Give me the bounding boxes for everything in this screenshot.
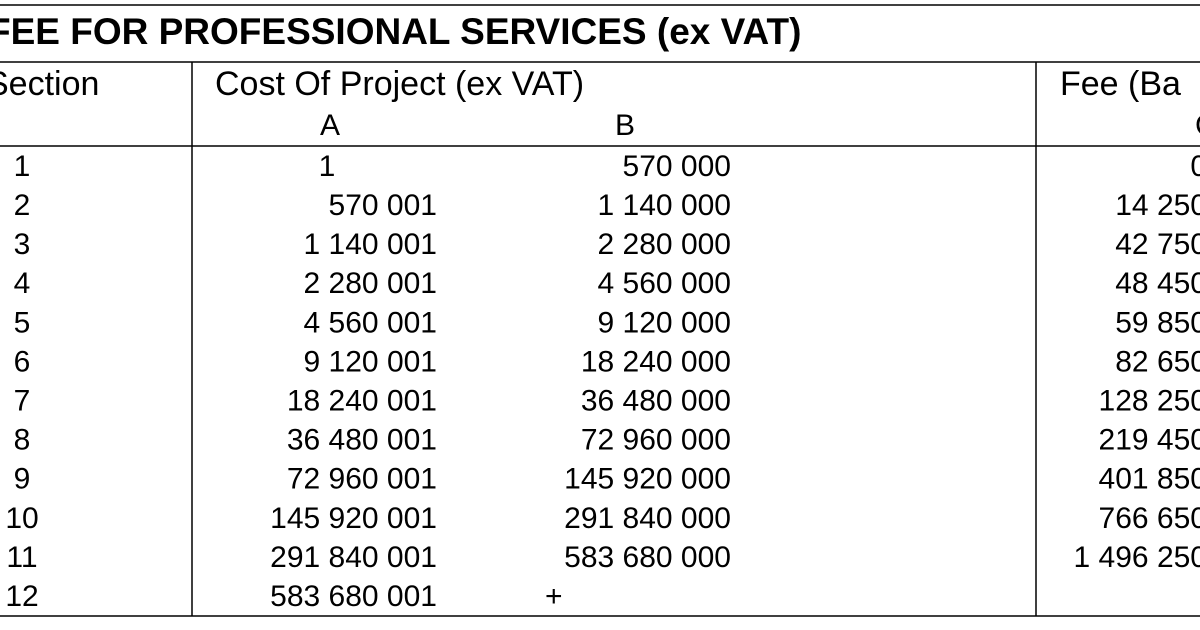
cell: 72 960 000 bbox=[581, 424, 731, 457]
cell: 1 bbox=[14, 150, 31, 183]
cell: 18 240 001 bbox=[287, 385, 437, 418]
cell: 2 280 001 bbox=[304, 267, 437, 300]
cell: 48 450 bbox=[1115, 267, 1200, 300]
cell: 2 280 000 bbox=[598, 228, 731, 261]
cell: 9 120 001 bbox=[304, 345, 437, 378]
header: Cost Of Project (ex VAT) bbox=[215, 65, 584, 103]
cell: 1 496 250 bbox=[1074, 541, 1200, 574]
cell: 766 650 bbox=[1099, 502, 1200, 535]
cell: 11 bbox=[6, 541, 37, 574]
cell: 2 bbox=[14, 189, 31, 222]
cell: 570 001 bbox=[329, 189, 437, 222]
cell: 0 bbox=[1190, 150, 1200, 183]
cell: 72 960 001 bbox=[287, 463, 437, 496]
cell: 401 850 bbox=[1099, 463, 1200, 496]
cell: 145 920 001 bbox=[270, 502, 437, 535]
header: B bbox=[615, 109, 635, 142]
cell: 14 250 bbox=[1115, 189, 1200, 222]
cell: 9 bbox=[14, 463, 31, 496]
header: A bbox=[320, 109, 340, 142]
cell: 6 bbox=[14, 345, 31, 378]
cell: 291 840 001 bbox=[270, 541, 437, 574]
cell: 583 680 000 bbox=[564, 541, 731, 574]
cell: 1 bbox=[319, 150, 336, 183]
cell: 583 680 001 bbox=[270, 580, 437, 613]
cell: 12 bbox=[5, 580, 38, 613]
cell: 10 bbox=[5, 502, 38, 535]
cell: 128 250 bbox=[1099, 385, 1200, 418]
cell: 5 bbox=[14, 306, 31, 339]
cell: + bbox=[545, 580, 563, 613]
cell: 3 bbox=[14, 228, 31, 261]
cell: 9 120 000 bbox=[598, 306, 731, 339]
cell: 42 750 bbox=[1115, 228, 1200, 261]
cell: 4 560 000 bbox=[598, 267, 731, 300]
header: C bbox=[1195, 109, 1200, 142]
cell: 291 840 000 bbox=[564, 502, 731, 535]
cell: 219 450 bbox=[1099, 424, 1200, 457]
cell: 8 bbox=[14, 424, 31, 457]
cell: 570 000 bbox=[623, 150, 731, 183]
cell: 36 480 001 bbox=[287, 424, 437, 457]
cell: 18 240 000 bbox=[581, 345, 731, 378]
title: FEE FOR PROFESSIONAL SERVICES (ex VAT) bbox=[0, 11, 801, 52]
cell: 4 560 001 bbox=[304, 306, 437, 339]
cell: 59 850 bbox=[1115, 306, 1200, 339]
cell: 145 920 000 bbox=[564, 463, 731, 496]
cell: 1 140 000 bbox=[598, 189, 731, 222]
header: Fee (Ba bbox=[1060, 65, 1181, 103]
cell: 4 bbox=[14, 267, 31, 300]
cell: 82 650 bbox=[1115, 345, 1200, 378]
header: Section bbox=[0, 65, 99, 103]
cell: 1 140 001 bbox=[304, 228, 437, 261]
cell: 36 480 000 bbox=[581, 385, 731, 418]
cell: 7 bbox=[14, 385, 31, 418]
